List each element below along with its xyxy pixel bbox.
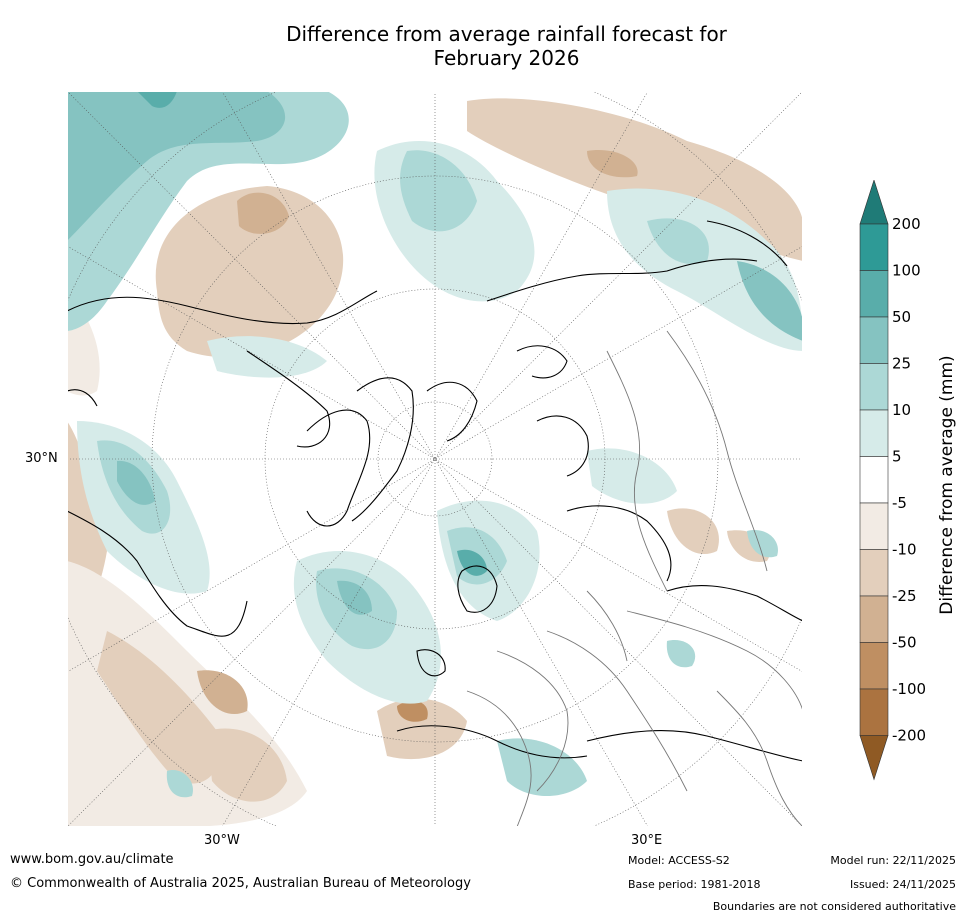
lon-label-30e: 30°E: [631, 833, 663, 848]
colorbar-tick-label: -5: [892, 494, 907, 512]
colorbar-band: [859, 642, 889, 690]
colorbar-band: [859, 223, 889, 271]
lat-label-30n: 30°N: [25, 451, 58, 466]
colorbar-band: [859, 456, 889, 504]
colorbar-band-bottom: [859, 735, 889, 781]
country-boundaries: [466, 330, 803, 827]
copyright-text: © Commonwealth of Australia 2025, Austra…: [10, 876, 471, 891]
colorbar-band: [859, 363, 889, 411]
colorbar-band: [859, 502, 889, 550]
colorbar-tick-label: -100: [892, 680, 926, 698]
colorbar-band: [859, 270, 889, 318]
colorbar-ticks: 200 100 50 25 10 5 -5 -10 -25 -50 -100 -200: [892, 215, 926, 745]
coastlines: [67, 220, 803, 762]
colorbar-band: [859, 688, 889, 736]
colorbar-tick-label: 100: [892, 262, 921, 280]
colorbar-bands: [859, 180, 889, 781]
lon-label-30w: 30°W: [204, 833, 240, 848]
chart-title: Difference from average rainfall forecas…: [0, 22, 965, 70]
rainfall-anomaly-map: [67, 91, 803, 827]
graticule: [67, 91, 803, 827]
dry-anomaly-regions: [67, 98, 803, 827]
issued-text: Issued: 24/11/2025: [849, 878, 956, 891]
wet-anomaly-regions: [67, 91, 803, 798]
colorbar-tick-label: -200: [892, 727, 926, 745]
colorbar-title: Difference from average (mm): [937, 355, 957, 615]
model-text: Model: ACCESS-S2: [628, 854, 730, 867]
colorbar-band: [859, 595, 889, 643]
colorbar-band: [859, 316, 889, 364]
colorbar-tick-label: -10: [892, 541, 917, 559]
colorbar-tick-label: -50: [892, 634, 917, 652]
title-line-1: Difference from average rainfall forecas…: [286, 22, 727, 46]
colorbar-tick-label: 50: [892, 308, 911, 326]
colorbar-tick-label: -25: [892, 587, 917, 605]
colorbar-tick-label: 200: [892, 215, 921, 233]
disclaimer-text: Boundaries are not considered authoritat…: [712, 900, 956, 913]
base-period-text: Base period: 1981-2018: [628, 878, 761, 891]
colorbar-band-top: [859, 180, 889, 225]
colorbar-tick-label: 10: [892, 401, 911, 419]
colorbar-tick-label: 25: [892, 355, 911, 373]
model-run-text: Model run: 22/11/2025: [830, 854, 956, 867]
title-line-2: February 2026: [433, 46, 580, 70]
website-link[interactable]: www.bom.gov.au/climate: [10, 852, 174, 867]
colorbar-band: [859, 409, 889, 457]
colorbar-band: [859, 549, 889, 597]
colorbar-tick-label: 5: [892, 448, 902, 466]
colorbar: 200 100 50 25 10 5 -5 -10 -25 -50 -100 -200: [859, 180, 926, 781]
